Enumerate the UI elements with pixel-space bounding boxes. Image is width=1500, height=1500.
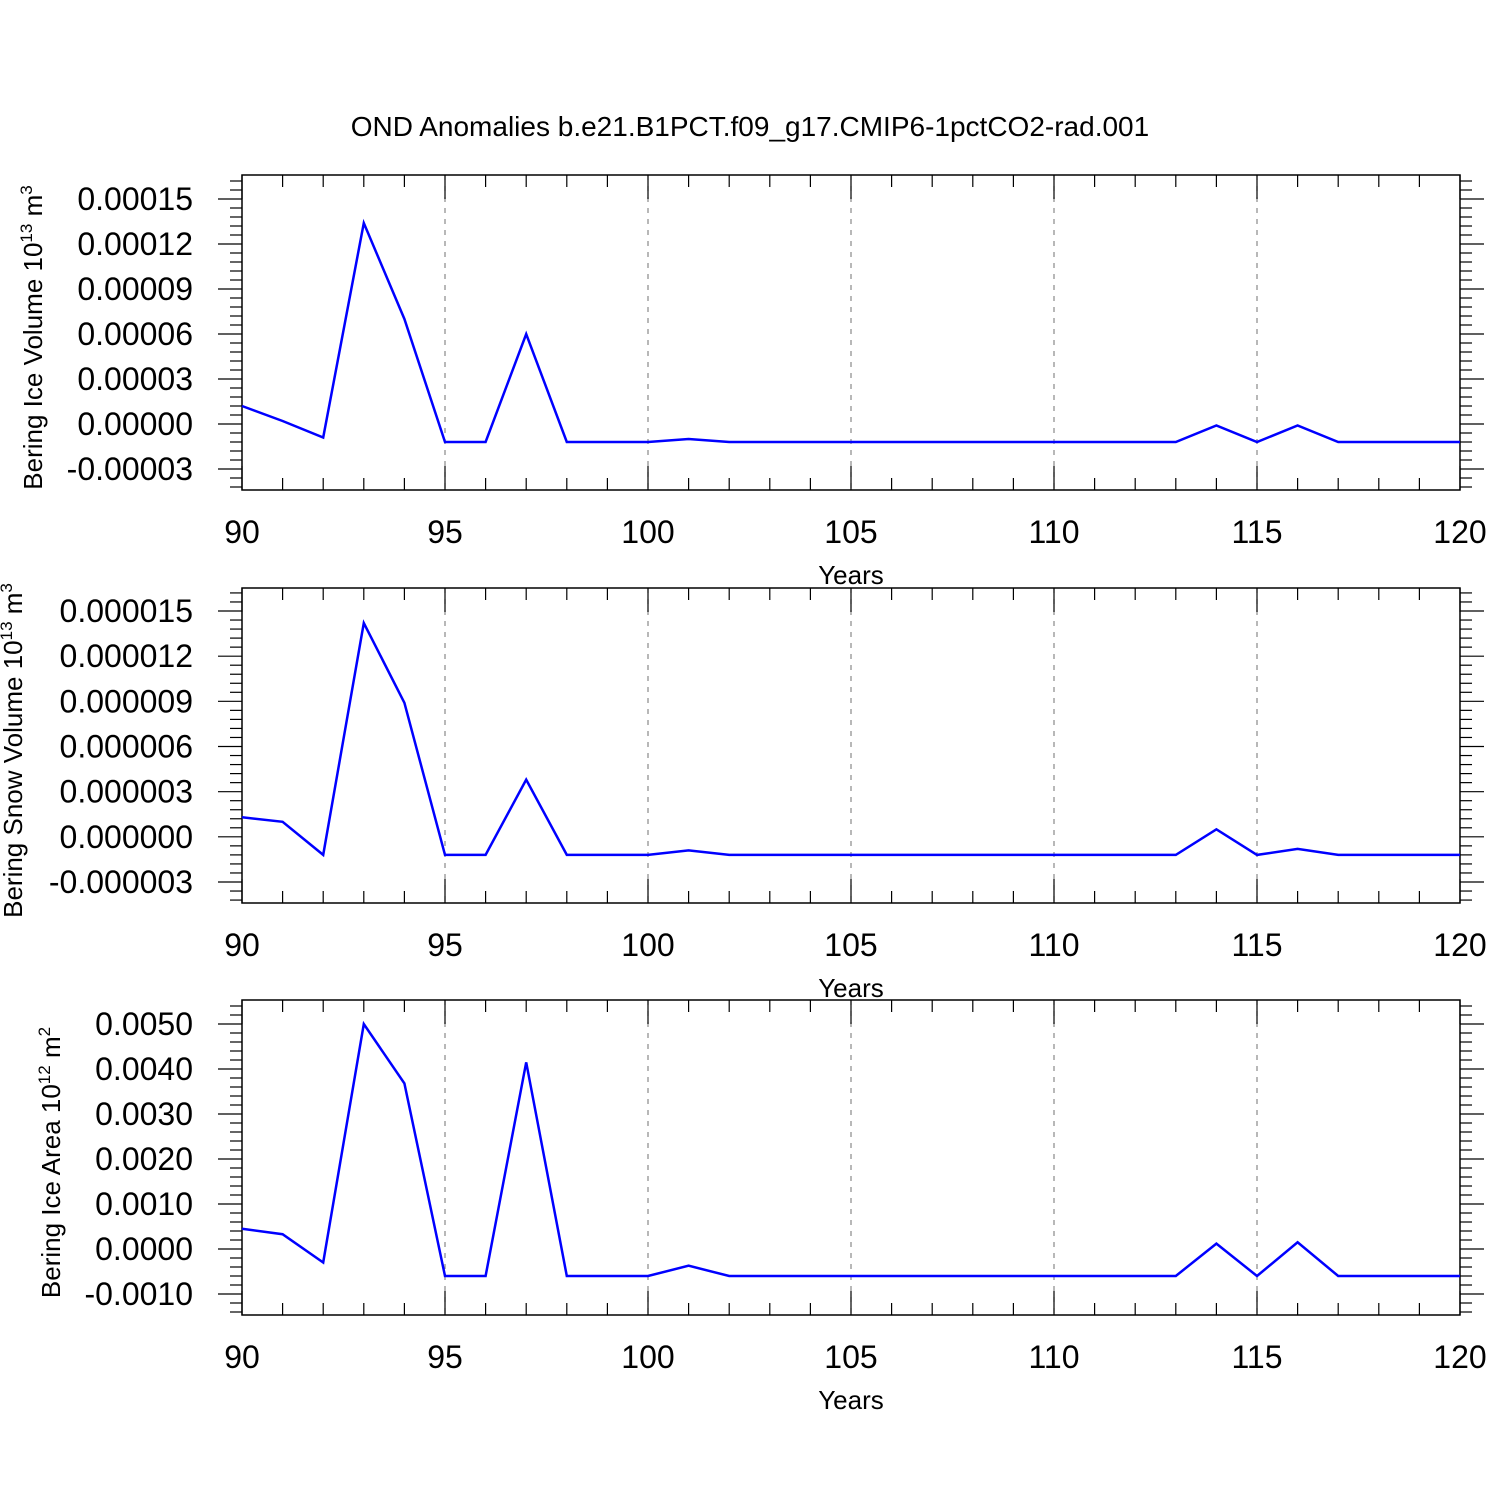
y-tick-label: 0.000009 — [60, 683, 193, 719]
x-tick-label: 90 — [224, 514, 260, 550]
x-tick-label: 95 — [427, 514, 463, 550]
x-tick-label: 95 — [427, 1339, 463, 1375]
y-axis-title: Bering Ice Area 1012 m2 — [35, 1027, 66, 1298]
y-tick-label: 0.000000 — [60, 819, 193, 855]
x-tick-label: 115 — [1231, 514, 1282, 550]
x-tick-label: 110 — [1028, 927, 1079, 963]
y-tick-label: 0.000003 — [60, 774, 193, 810]
y-tick-label: 0.00003 — [77, 361, 193, 397]
y-tick-label: 0.00000 — [77, 406, 193, 442]
x-tick-label: 100 — [621, 1339, 674, 1375]
y-axis-title: Bering Ice Volume 1013 m3 — [17, 185, 48, 489]
y-tick-label: 0.0030 — [95, 1096, 193, 1132]
y-tick-label: 0.000012 — [60, 638, 193, 674]
y-tick-label: -0.00003 — [67, 451, 193, 487]
series-line-1 — [241, 619, 1460, 858]
x-tick-label: 120 — [1433, 927, 1486, 963]
x-tick-label: 110 — [1028, 1339, 1079, 1375]
y-tick-label: 0.0020 — [95, 1141, 193, 1177]
x-tick-label: 105 — [824, 514, 877, 550]
y-tick-label: 0.00009 — [77, 271, 193, 307]
x-tick-label: 115 — [1231, 927, 1282, 963]
y-tick-label: 0.0000 — [95, 1231, 193, 1267]
x-tick-label: 90 — [224, 927, 260, 963]
x-tick-label: 110 — [1028, 514, 1079, 550]
y-tick-label: 0.00015 — [77, 181, 193, 217]
panels: -0.00003 0.00000 0.00003 0.00006 0.00009 0.00… — [0, 174, 1487, 1415]
x-tick-label: 105 — [824, 1339, 877, 1375]
panel-1: -0.00003 0.00000 0.00003 0.00006 0.00009 0.00… — [17, 174, 1487, 590]
y-tick-label: 0.0050 — [95, 1006, 193, 1042]
series-line-1 — [241, 1020, 1460, 1278]
series-line-1 — [241, 218, 1460, 444]
y-tick-label: 0.0010 — [95, 1186, 193, 1222]
y-tick-label: 0.000006 — [60, 729, 193, 765]
y-tick-label: -0.0010 — [84, 1276, 193, 1312]
x-tick-label: 120 — [1433, 514, 1486, 550]
y-tick-label: 0.00006 — [77, 316, 193, 352]
x-axis-title: Years — [818, 973, 884, 1003]
y-tick-label: -0.000003 — [49, 864, 193, 900]
x-tick-label: 100 — [621, 927, 674, 963]
y-axis-title: Bering Snow Volume 1013 m3 — [0, 583, 28, 918]
chart-title: OND Anomalies b.e21.B1PCT.f09_g17.CMIP6-… — [351, 111, 1149, 142]
x-axis-title: Years — [818, 560, 884, 590]
y-tick-label: 0.00012 — [77, 226, 193, 262]
x-axis-title: Years — [818, 1385, 884, 1415]
panel-2: -0.000003 0.000000 0.000003 0.000006 0.00000… — [0, 583, 1487, 1003]
panel-3: -0.0010 0.0000 0.0010 0.0020 0.0030 0.0040 0.0… — [35, 999, 1487, 1415]
y-tick-label: 0.000015 — [60, 593, 193, 629]
y-tick-label: 0.0040 — [95, 1051, 193, 1087]
x-tick-label: 95 — [427, 927, 463, 963]
x-tick-label: 120 — [1433, 1339, 1486, 1375]
x-tick-label: 90 — [224, 1339, 260, 1375]
x-tick-label: 100 — [621, 514, 674, 550]
x-tick-label: 105 — [824, 927, 877, 963]
x-tick-label: 115 — [1231, 1339, 1282, 1375]
